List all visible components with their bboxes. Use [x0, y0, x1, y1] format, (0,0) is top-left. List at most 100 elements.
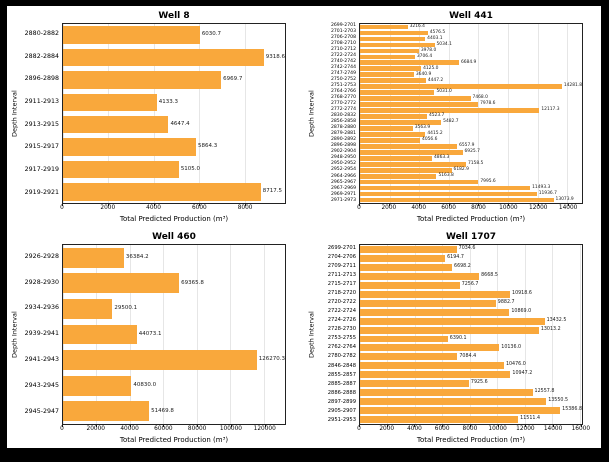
bar-value-label: 8668.5 — [481, 272, 498, 278]
bar-row: 7468.0 — [360, 95, 582, 102]
x-tick-label: 14000 — [558, 205, 578, 211]
x-tick-mark — [442, 425, 444, 427]
y-tick-label: 2715-2717 — [327, 281, 356, 288]
x-tick-label: 6000 — [434, 426, 450, 432]
bar — [360, 272, 480, 280]
bar-value-label: 51469.8 — [151, 407, 174, 414]
bar-row: 11493.3 — [360, 185, 582, 191]
bar — [360, 326, 539, 334]
bar-value-label: 4447.2 — [427, 77, 444, 83]
y-tick-label: 2965-2967 — [330, 179, 356, 185]
bar — [360, 173, 437, 179]
bar-row: 4125.0 — [360, 66, 582, 72]
y-tick-label: 2699-2701 — [327, 244, 356, 251]
bar — [360, 138, 421, 143]
bar-value-label: 4647.4 — [170, 120, 190, 127]
y-tick-label: 2711-2713 — [327, 272, 356, 279]
y-tick-label: 2911-2913 — [24, 98, 59, 106]
x-tick-mark — [418, 204, 420, 206]
y-tick-labels: 2926-2928 2928-2930 2934-2936 2939-2941 2941… — [20, 244, 62, 425]
y-tick-label: 2751-2753 — [330, 83, 356, 89]
bar-value-label: 5031.0 — [436, 89, 452, 95]
x-axis-label: Total Predicted Production (m³) — [416, 215, 526, 223]
bar — [360, 179, 479, 185]
bar — [360, 96, 471, 101]
x-tick-mark — [448, 204, 450, 206]
bar-row: 12557.8 — [360, 388, 582, 397]
x-tick-mark — [62, 204, 63, 206]
bar — [360, 335, 448, 343]
x-tick-mark — [553, 425, 555, 427]
chart-title: Well 8 — [158, 11, 190, 21]
bar — [360, 398, 547, 406]
bar-value-label: 9882.7 — [497, 299, 515, 305]
bar-value-label: 3706.4 — [416, 53, 433, 59]
bar — [360, 161, 466, 167]
gridline — [360, 245, 361, 424]
bar — [360, 72, 414, 78]
bar-row: 13073.9 — [360, 197, 582, 203]
bar-value-label: 5864.3 — [198, 143, 218, 150]
y-tick-label: 2742-2744 — [330, 64, 356, 70]
bar-row: 4576.5 — [360, 30, 582, 36]
gridline — [524, 245, 526, 424]
bar-row: 3978.0 — [360, 48, 582, 54]
bar-value-label: 11493.3 — [532, 184, 551, 190]
bar-row: 6698.2 — [360, 263, 582, 272]
x-axis-label: Total Predicted Production (m³) — [119, 436, 229, 444]
x-tick-label: 0 — [357, 426, 361, 432]
bar-value-label: 44073.1 — [138, 330, 162, 337]
bar — [360, 371, 511, 379]
bar-row: 9318.6 — [63, 46, 285, 68]
bar-row: 4863.3 — [360, 155, 582, 161]
bar — [360, 102, 479, 107]
x-tick-mark — [107, 204, 109, 206]
gridline — [153, 24, 155, 203]
bar-value-label: 7034.6 — [458, 246, 476, 252]
x-tick-label: 0 — [357, 205, 361, 211]
bar-row: 7978.6 — [360, 101, 582, 108]
bar-value-label: 7995.6 — [480, 178, 496, 184]
bar-value-label: 4125.0 — [423, 65, 439, 71]
y-tick-label: 2915-2917 — [24, 143, 59, 151]
y-tick-label: 2878-2880 — [330, 125, 356, 131]
bar-value-label: 3640.9 — [415, 71, 432, 77]
y-tick-label: 2917-2919 — [24, 165, 59, 173]
gridline — [579, 245, 581, 424]
bar — [360, 353, 458, 361]
x-tick-mark — [163, 425, 165, 427]
gridline — [263, 245, 265, 424]
bar-row: 7084.4 — [360, 352, 582, 361]
y-tick-label: 2886-2888 — [327, 389, 356, 396]
y-tick-label: 2969-2971 — [330, 191, 356, 197]
bar-row: 14281.8 — [360, 84, 582, 90]
bar-value-label: 6698.2 — [454, 263, 471, 269]
x-tick-label: 4000 — [411, 205, 427, 211]
bar — [360, 197, 554, 203]
y-tick-label: 2913-2915 — [24, 120, 59, 128]
bar-row: 4523.7 — [360, 113, 582, 120]
x-tick-label: 6000 — [441, 205, 456, 211]
y-tick-label: 2740-2742 — [330, 58, 356, 64]
bar — [360, 290, 511, 298]
bar-value-label: 5034.1 — [436, 41, 452, 47]
bar-row: 5864.3 — [63, 136, 285, 158]
bar-row: 10476.0 — [360, 361, 582, 370]
bar — [63, 183, 261, 201]
bar-value-label: 9318.6 — [265, 53, 285, 60]
bar-row: 29500.1 — [63, 296, 285, 322]
x-tick-label: 16000 — [571, 426, 591, 432]
x-tick-label: 10000 — [499, 205, 518, 211]
x-tick-mark — [199, 204, 201, 206]
chart-title: Well 1707 — [445, 232, 497, 242]
x-tick-mark — [525, 425, 527, 427]
bar-value-label: 12117.3 — [541, 107, 560, 113]
x-tick-labels: 0 20000 40000 60000 80000 100000 120000 — [60, 425, 286, 434]
y-tick-label: 2709-2711 — [327, 263, 356, 270]
bar-value-label: 7084.4 — [459, 353, 477, 359]
bar-value-label: 7256.7 — [461, 281, 479, 287]
bar-value-label: 69365.8 — [181, 279, 204, 286]
x-tick-mark — [478, 204, 480, 206]
bar-value-label: 4523.7 — [428, 113, 445, 119]
gridline — [552, 245, 554, 424]
